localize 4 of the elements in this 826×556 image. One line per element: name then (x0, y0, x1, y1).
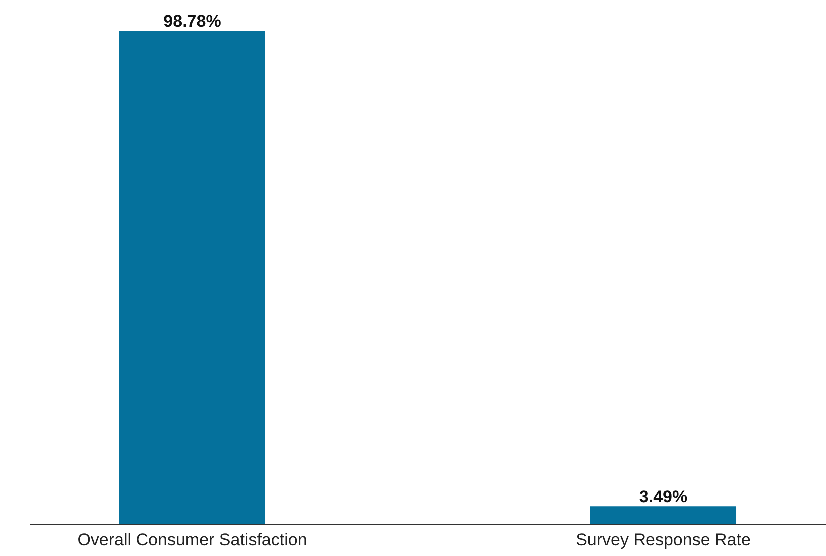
data-label: 98.78% (164, 12, 222, 31)
data-label: 3.49% (639, 488, 688, 507)
x-tick-label: Overall Consumer Satisfaction (78, 530, 308, 550)
x-tick-label: Survey Response Rate (576, 530, 751, 550)
